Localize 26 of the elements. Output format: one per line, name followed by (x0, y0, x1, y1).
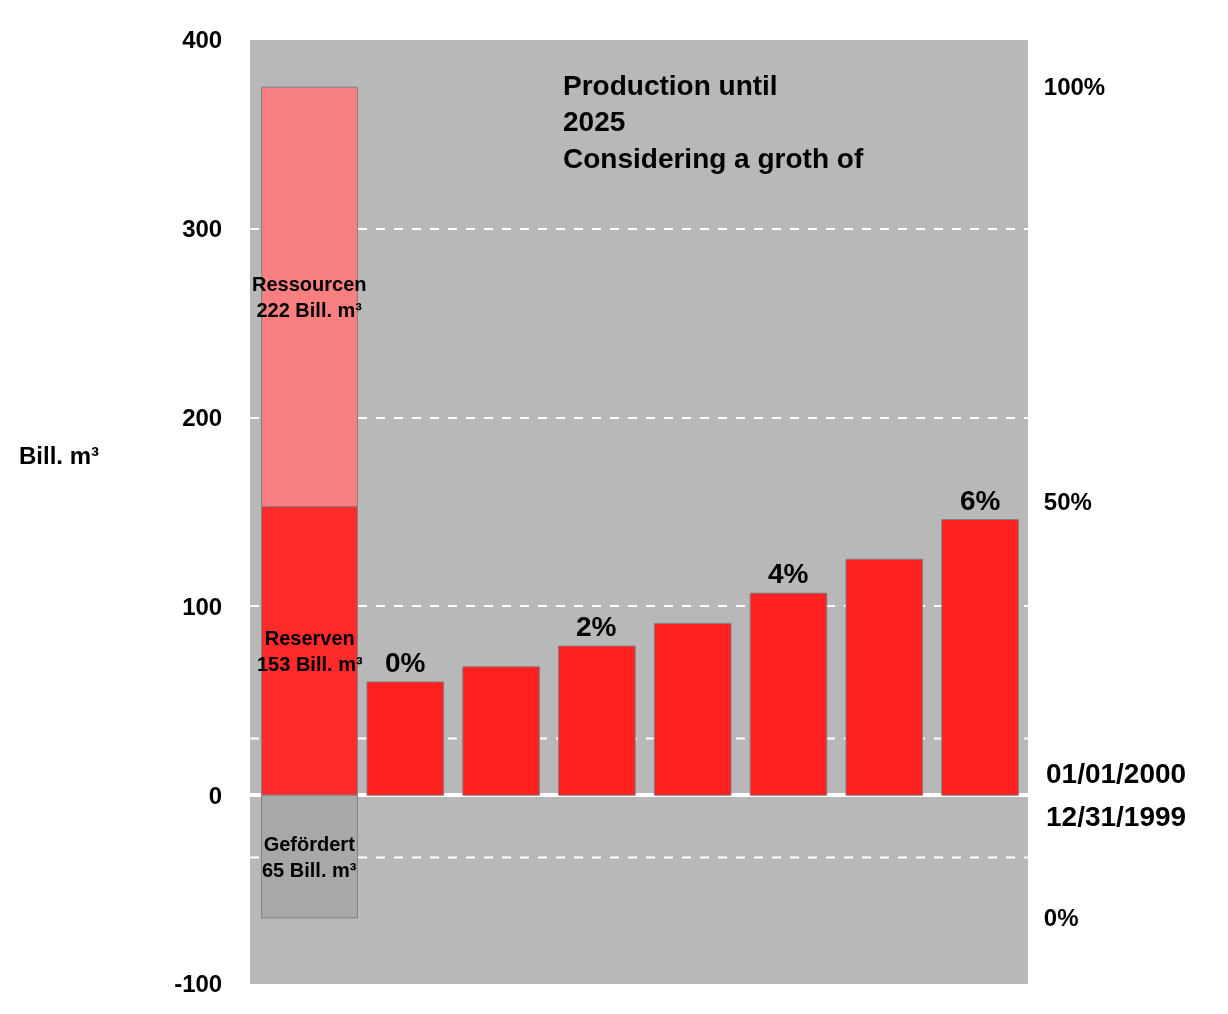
bar (366, 681, 445, 796)
y-tick-label: -100 (174, 970, 223, 998)
y2-tick-label: 50% (1043, 488, 1092, 516)
bar (749, 592, 828, 796)
annotation: 2% (576, 611, 617, 642)
y-tick-label: 400 (182, 26, 223, 54)
y-axis-title: Bill. m³ (19, 442, 100, 469)
bar (462, 666, 540, 796)
text: 01/01/2000 (1046, 758, 1187, 789)
y2-tick-label: 0% (1043, 903, 1079, 931)
annotation: Ressourcen 222 Bill. m³ (252, 273, 367, 321)
bar (653, 622, 732, 796)
y-tick-label: 100 (182, 592, 223, 620)
annotation: Gefördert 65 Bill. m³ (262, 833, 357, 881)
annotation: 0% (385, 647, 426, 678)
bar (845, 558, 924, 796)
y-tick-label: 300 (182, 215, 223, 243)
annotation: Production until 2025 Considering a groth of (563, 70, 864, 174)
bar (558, 645, 636, 796)
y2-tick-label: 100% (1043, 72, 1106, 100)
y-tick-label: 0 (208, 781, 223, 809)
y-tick-label: 200 (182, 404, 223, 431)
annotation: 4% (768, 558, 809, 589)
annotation: 6% (960, 485, 1001, 516)
bar (941, 519, 1019, 796)
text: 12/31/1999 (1046, 801, 1187, 832)
